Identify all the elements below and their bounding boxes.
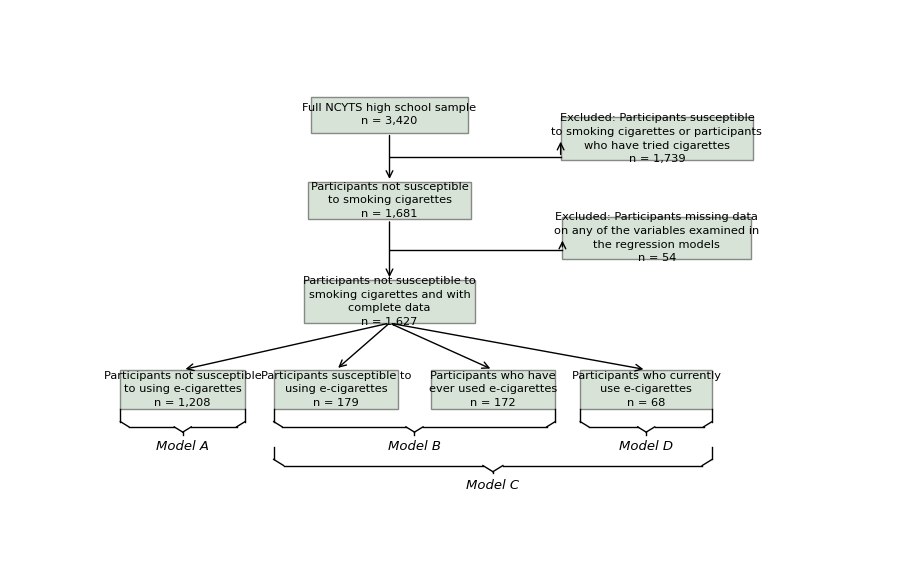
Text: Participants not susceptible
to smoking cigarettes
n = 1,681: Participants not susceptible to smoking … — [311, 182, 468, 219]
Text: Participants not susceptible to
smoking cigarettes and with
complete data
n = 1,: Participants not susceptible to smoking … — [302, 276, 475, 327]
FancyBboxPatch shape — [273, 369, 398, 409]
Text: Participants who currently
use e-cigarettes
n = 68: Participants who currently use e-cigaret… — [571, 371, 720, 408]
FancyBboxPatch shape — [303, 280, 474, 323]
Text: Participants not susceptible
to using e-cigarettes
n = 1,208: Participants not susceptible to using e-… — [104, 371, 261, 408]
FancyBboxPatch shape — [562, 217, 751, 259]
Text: Excluded: Participants missing data
on any of the variables examined in
the regr: Excluded: Participants missing data on a… — [553, 212, 759, 263]
FancyBboxPatch shape — [560, 117, 753, 160]
Text: Excluded: Participants susceptible
to smoking cigarettes or participants
who hav: Excluded: Participants susceptible to sm… — [550, 114, 762, 164]
FancyBboxPatch shape — [120, 369, 244, 409]
Text: Model D: Model D — [618, 440, 673, 453]
Text: Model A: Model A — [156, 440, 209, 453]
Text: Full NCYTS high school sample
n = 3,420: Full NCYTS high school sample n = 3,420 — [302, 103, 476, 127]
Text: Participants who have
ever used e-cigarettes
n = 172: Participants who have ever used e-cigare… — [428, 371, 556, 408]
FancyBboxPatch shape — [311, 96, 468, 132]
Text: Model B: Model B — [388, 440, 440, 453]
FancyBboxPatch shape — [430, 369, 555, 409]
Text: Participants susceptible to
using e-cigarettes
n = 179: Participants susceptible to using e-ciga… — [260, 371, 411, 408]
FancyBboxPatch shape — [307, 182, 471, 219]
FancyBboxPatch shape — [580, 369, 711, 409]
Text: Model C: Model C — [466, 478, 519, 492]
